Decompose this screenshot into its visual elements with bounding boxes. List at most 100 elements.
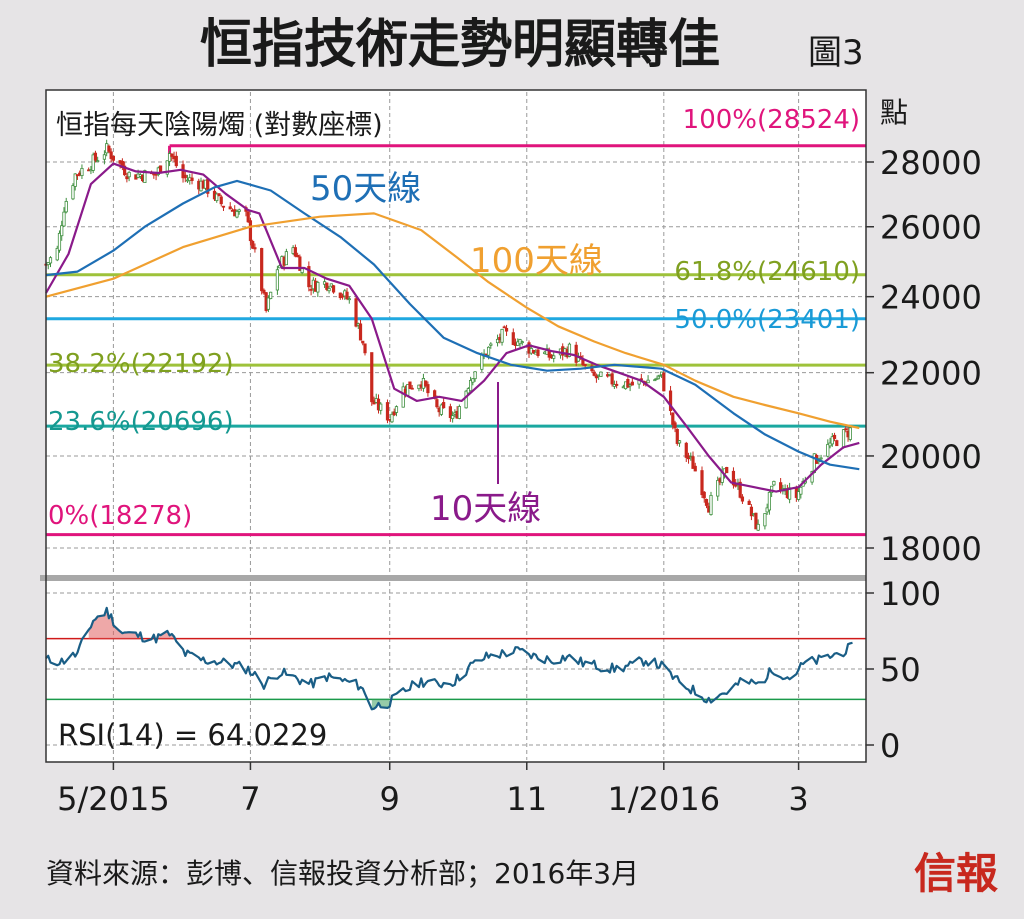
candle-body-218 bbox=[731, 470, 736, 486]
candle-128 bbox=[448, 403, 452, 422]
candle-198 bbox=[668, 385, 673, 416]
candle-228 bbox=[763, 513, 767, 530]
candle-2 bbox=[48, 256, 53, 268]
candle-122 bbox=[426, 381, 430, 397]
candle-body-8 bbox=[71, 185, 75, 200]
candle-body-92 bbox=[331, 285, 336, 293]
candle-body-21 bbox=[109, 151, 113, 159]
candle-40 bbox=[170, 153, 174, 162]
candle-body-67 bbox=[253, 247, 257, 250]
candle-9 bbox=[73, 173, 77, 191]
candle-206 bbox=[691, 451, 695, 469]
candle-224 bbox=[749, 504, 754, 521]
ma-line-0 bbox=[45, 162, 860, 493]
candle-221 bbox=[738, 478, 742, 499]
candle-body-27 bbox=[127, 171, 131, 178]
price-ytick-label-2: 22000 bbox=[880, 355, 982, 393]
candle-212 bbox=[709, 491, 713, 516]
candle-110 bbox=[390, 411, 394, 424]
candle-237 bbox=[788, 482, 792, 504]
candle-body-102 bbox=[363, 343, 367, 354]
candle-137 bbox=[473, 371, 477, 382]
candle-body-195 bbox=[657, 374, 661, 377]
candle-body-147 bbox=[504, 327, 509, 332]
candle-129 bbox=[451, 411, 455, 423]
candle-body-253 bbox=[841, 429, 846, 449]
candle-body-6 bbox=[62, 211, 66, 227]
candle-body-69 bbox=[262, 289, 266, 294]
candle-135 bbox=[469, 376, 473, 392]
candle-157 bbox=[536, 348, 540, 358]
candle-147 bbox=[504, 324, 509, 336]
candle-55 bbox=[217, 193, 221, 197]
candle-body-228 bbox=[763, 513, 767, 527]
candle-body-72 bbox=[269, 291, 273, 299]
candle-107 bbox=[379, 402, 383, 415]
candle-body-62 bbox=[237, 209, 241, 212]
candle-83 bbox=[307, 261, 311, 292]
candle-4 bbox=[57, 230, 62, 253]
candle-body-172 bbox=[583, 364, 587, 366]
xtick-label-5: 3 bbox=[788, 780, 808, 818]
candle-body-226 bbox=[754, 512, 758, 530]
candle-64 bbox=[246, 211, 250, 223]
candle-15 bbox=[91, 152, 95, 174]
candle-body-57 bbox=[221, 205, 226, 208]
candle-230 bbox=[767, 489, 771, 515]
publisher-logo: 信報 bbox=[914, 849, 998, 898]
candle-68 bbox=[260, 247, 264, 295]
candle-body-38 bbox=[165, 160, 169, 175]
candle-168 bbox=[574, 341, 578, 367]
candle-202 bbox=[677, 439, 682, 447]
candle-body-97 bbox=[347, 298, 351, 301]
candle-body-157 bbox=[536, 349, 540, 356]
candle-body-213 bbox=[716, 480, 720, 497]
candle-body-100 bbox=[358, 323, 363, 341]
candle-body-4 bbox=[57, 232, 62, 251]
fib-label-23-6: 23.6%(20696) bbox=[48, 407, 234, 437]
candle-body-65 bbox=[248, 220, 253, 242]
candle-182 bbox=[615, 380, 619, 389]
candle-58 bbox=[228, 202, 232, 210]
candle-21 bbox=[109, 148, 113, 163]
candle-body-40 bbox=[170, 153, 174, 157]
candle-body-141 bbox=[486, 346, 491, 356]
candle-body-26 bbox=[125, 176, 129, 180]
candle-94 bbox=[340, 293, 345, 300]
candle-20 bbox=[107, 144, 111, 154]
candle-body-7 bbox=[64, 200, 68, 213]
candle-body-256 bbox=[848, 427, 852, 440]
candle-148 bbox=[511, 328, 515, 346]
candle-body-126 bbox=[439, 404, 443, 415]
candle-body-20 bbox=[107, 145, 111, 152]
candle-222 bbox=[740, 494, 745, 505]
candle-146 bbox=[502, 325, 506, 329]
candle-180 bbox=[610, 370, 614, 387]
candle-body-1 bbox=[46, 262, 50, 266]
candle-body-117 bbox=[410, 387, 414, 390]
candle-body-221 bbox=[738, 481, 742, 498]
panel-divider bbox=[40, 575, 866, 581]
price-panel-title: 恒指每天陰陽燭 (對數座標) bbox=[56, 110, 383, 141]
candle-body-200 bbox=[673, 422, 677, 429]
candle-body-122 bbox=[426, 384, 430, 394]
candle-97 bbox=[347, 296, 351, 304]
candle-body-44 bbox=[183, 174, 187, 179]
candle-79 bbox=[293, 244, 297, 258]
fib-label-100: 100%(28524) bbox=[683, 105, 860, 135]
candle-body-103 bbox=[370, 352, 374, 403]
candle-232 bbox=[772, 480, 776, 487]
candle-5 bbox=[60, 220, 64, 241]
candle-body-68 bbox=[260, 248, 264, 292]
candle-249 bbox=[828, 437, 832, 449]
candle-body-91 bbox=[329, 283, 333, 287]
candle-227 bbox=[756, 519, 760, 532]
candle-body-83 bbox=[307, 266, 311, 288]
price-ytick-label-5: 28000 bbox=[880, 144, 982, 182]
candle-body-135 bbox=[469, 380, 473, 392]
candle-body-142 bbox=[489, 343, 493, 346]
candle-body-133 bbox=[464, 390, 468, 409]
candle-body-223 bbox=[747, 500, 751, 505]
candle-body-111 bbox=[392, 411, 396, 416]
